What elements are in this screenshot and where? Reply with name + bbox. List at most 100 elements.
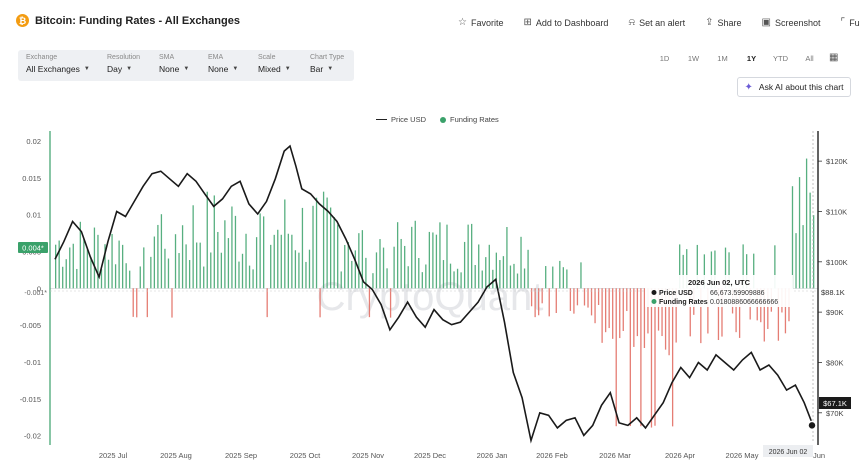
funding-bar bbox=[471, 223, 473, 289]
funding-bar bbox=[83, 238, 85, 289]
funding-bar bbox=[326, 197, 328, 289]
funding-bar bbox=[104, 244, 106, 289]
funding-bar bbox=[181, 225, 184, 289]
funding-bar bbox=[407, 266, 409, 289]
funding-bar bbox=[541, 288, 543, 304]
legend-dot-swatch bbox=[440, 116, 447, 123]
funding-bar bbox=[774, 245, 776, 289]
funding-bar bbox=[270, 244, 272, 289]
dashboard-icon: ⊞ bbox=[523, 17, 532, 28]
funding-bar bbox=[802, 225, 804, 289]
funding-bar bbox=[227, 238, 230, 289]
funding-bar bbox=[612, 288, 614, 339]
legend-item-price[interactable]: Price USD bbox=[376, 115, 426, 124]
range-1d[interactable]: 1D bbox=[659, 54, 670, 63]
funding-bar bbox=[594, 288, 596, 324]
funding-bar bbox=[340, 271, 342, 289]
funding-bar bbox=[626, 288, 628, 312]
left-tick-label: 0 bbox=[37, 284, 41, 293]
tooltip-price-label: Price USD bbox=[659, 290, 693, 297]
funding-bar bbox=[414, 220, 416, 289]
range-all[interactable]: All bbox=[805, 54, 814, 63]
scale-select[interactable]: Scale Mixed ▼ bbox=[250, 50, 302, 81]
funding-bar bbox=[65, 259, 67, 289]
resolution-select[interactable]: Resolution Day ▼ bbox=[99, 50, 151, 81]
funding-bar bbox=[668, 288, 670, 356]
left-tick-label: 0.01 bbox=[26, 211, 41, 220]
set-alert-button[interactable]: ⍾ Set an alert bbox=[628, 17, 685, 28]
funding-bar bbox=[107, 259, 110, 289]
legend-funding-label: Funding Rates bbox=[450, 115, 499, 124]
funding-bar bbox=[319, 288, 321, 318]
range-selector: 1D 1W 1M 1Y YTD All bbox=[650, 54, 824, 63]
funding-bar bbox=[608, 288, 610, 329]
right-tick-label: $70K bbox=[826, 409, 844, 418]
funding-bar bbox=[86, 249, 89, 289]
bell-icon: ⍾ bbox=[628, 17, 636, 28]
range-ytd[interactable]: YTD bbox=[773, 54, 788, 63]
funding-bar bbox=[224, 220, 226, 289]
screenshot-button[interactable]: ▣ Screenshot bbox=[762, 17, 821, 28]
funding-bar bbox=[411, 226, 413, 289]
funding-bar bbox=[657, 288, 660, 331]
funding-bar bbox=[287, 233, 289, 289]
funding-bar bbox=[502, 256, 505, 289]
caret-down-icon: ▼ bbox=[183, 66, 190, 72]
calendar-icon[interactable]: ▦ bbox=[829, 52, 839, 63]
funding-bar bbox=[650, 288, 653, 428]
funding-bar bbox=[393, 246, 395, 289]
ask-ai-button[interactable]: ✦ Ask AI about this chart bbox=[737, 77, 851, 97]
funding-bar bbox=[784, 288, 787, 334]
funding-bar bbox=[171, 288, 173, 318]
funding-bar bbox=[121, 244, 124, 289]
funding-bar bbox=[418, 258, 420, 289]
caret-down-icon: ▼ bbox=[327, 66, 334, 72]
sma-select[interactable]: SMA None ▼ bbox=[151, 50, 200, 81]
resolution-label: Resolution bbox=[107, 54, 141, 61]
star-icon: ☆ bbox=[458, 17, 467, 28]
funding-bar bbox=[284, 199, 286, 289]
range-1w[interactable]: 1W bbox=[687, 54, 700, 63]
legend-item-funding[interactable]: Funding Rates bbox=[440, 115, 499, 124]
exchange-select[interactable]: Exchange All Exchanges ▼ bbox=[18, 50, 99, 81]
fullscreen-button[interactable]: ⌜Full bbox=[841, 17, 860, 28]
right-tick-label: $90K bbox=[826, 308, 844, 317]
funding-bar bbox=[245, 233, 247, 289]
right-tick-label: $110K bbox=[826, 207, 847, 216]
funding-bar bbox=[700, 288, 702, 344]
favorite-button[interactable]: ☆ Favorite bbox=[458, 17, 503, 28]
funding-bar bbox=[421, 272, 423, 289]
scale-label: Scale bbox=[258, 54, 276, 61]
bitcoin-icon: ₿ bbox=[16, 14, 29, 27]
funding-bar bbox=[114, 264, 117, 289]
funding-bar bbox=[604, 288, 607, 333]
funding-bar bbox=[280, 234, 282, 289]
right-marker-b-box bbox=[819, 397, 851, 409]
funding-bar bbox=[315, 197, 318, 289]
funding-bar bbox=[79, 221, 81, 289]
funding-bar bbox=[689, 288, 691, 337]
funding-bar bbox=[196, 242, 198, 289]
funding-bar bbox=[633, 288, 635, 347]
left-tick-label: 0.02 bbox=[26, 137, 41, 146]
x-cursor-box bbox=[763, 445, 813, 457]
funding-bar bbox=[442, 260, 445, 289]
funding-bar bbox=[548, 288, 550, 317]
funding-bar bbox=[439, 222, 441, 289]
funding-bar bbox=[463, 241, 466, 289]
funding-bar bbox=[435, 234, 438, 289]
funding-bar bbox=[509, 265, 512, 289]
x-tick-label: 2025 Dec bbox=[414, 451, 446, 460]
ema-select[interactable]: EMA None ▼ bbox=[200, 50, 250, 81]
funding-bar bbox=[777, 288, 780, 341]
funding-bar bbox=[495, 252, 497, 289]
funding-bar bbox=[231, 206, 233, 289]
funding-bar bbox=[213, 195, 215, 289]
funding-bar bbox=[710, 251, 713, 289]
share-button[interactable]: ⇪ Share bbox=[705, 17, 741, 28]
range-1m[interactable]: 1M bbox=[717, 54, 728, 63]
add-to-dashboard-button[interactable]: ⊞ Add to Dashboard bbox=[523, 17, 608, 28]
funding-bar bbox=[160, 214, 163, 289]
range-1y[interactable]: 1Y bbox=[746, 54, 757, 63]
chart-type-select[interactable]: Chart Type Bar ▼ bbox=[302, 50, 354, 81]
